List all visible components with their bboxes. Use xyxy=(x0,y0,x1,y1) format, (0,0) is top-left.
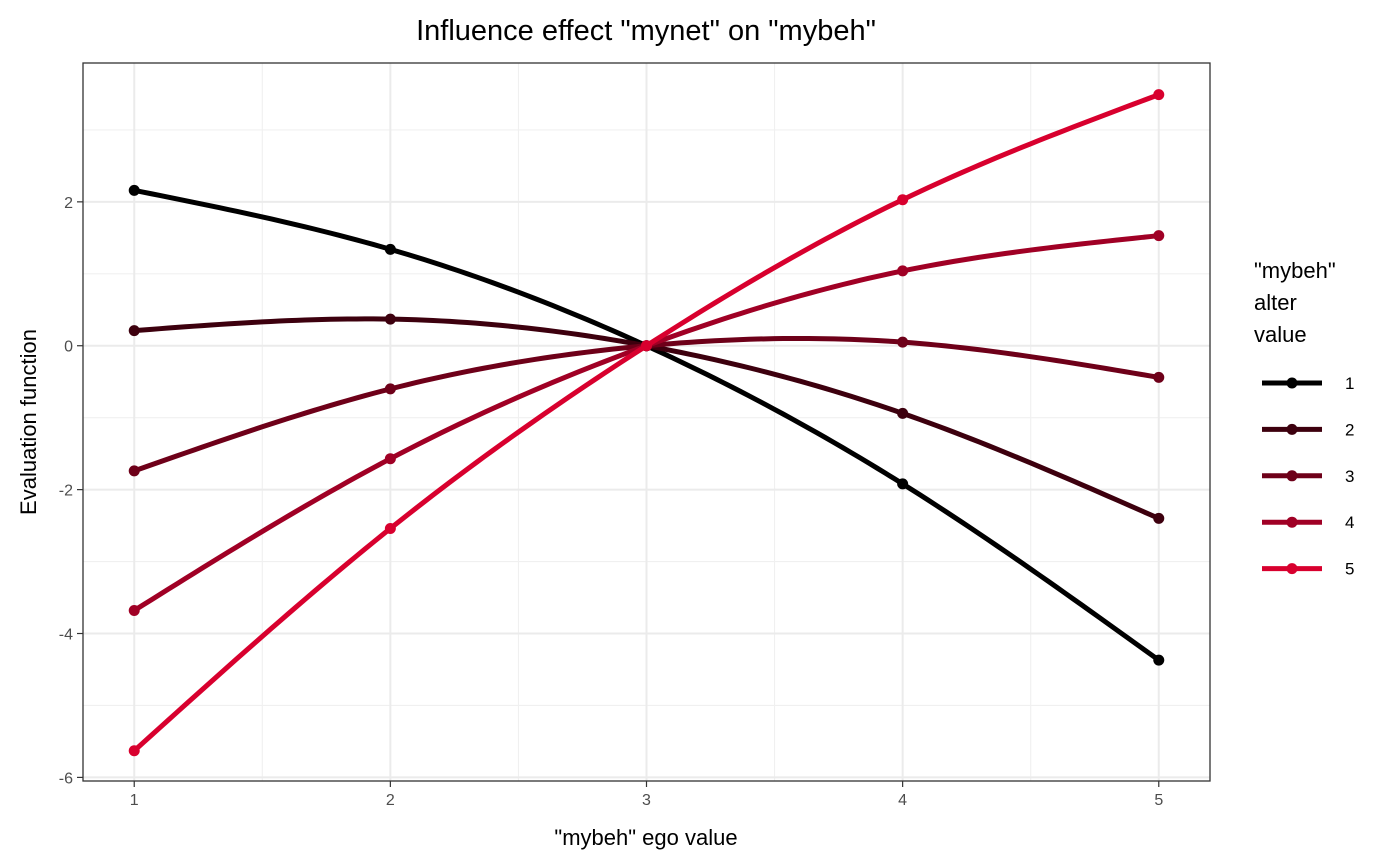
y-tick-label-0: -6 xyxy=(59,770,73,787)
y-axis-title: Evaluation function xyxy=(16,329,41,515)
legend-key-point-2 xyxy=(1286,423,1298,435)
legend-key-point-4 xyxy=(1286,516,1298,528)
data-point-2-2 xyxy=(384,313,396,325)
legend-key-point-1 xyxy=(1286,377,1298,389)
x-axis: 1 2 3 4 5 xyxy=(130,781,1163,809)
legend-label-5: 5 xyxy=(1345,560,1354,579)
y-axis: -6 -4 -2 0 2 xyxy=(59,195,83,787)
legend-key-point-3 xyxy=(1286,470,1298,482)
data-point-4-1 xyxy=(128,604,140,616)
legend-label-2: 2 xyxy=(1345,420,1354,439)
data-point-5-2 xyxy=(384,522,396,534)
data-point-3-5 xyxy=(1153,371,1165,383)
legend-title-line-1: "mybeh" xyxy=(1254,258,1336,283)
legend: "mybeh" alter value 1 2 3 4 5 xyxy=(1254,258,1354,579)
legend-items: 1 2 3 4 5 xyxy=(1262,374,1354,579)
chart-title: Influence effect "mynet" on "mybeh" xyxy=(416,15,876,47)
data-point-2-1 xyxy=(128,325,140,337)
data-point-5-4 xyxy=(897,194,909,206)
series-layer xyxy=(128,89,1165,757)
grid-major xyxy=(83,63,1210,781)
legend-title-line-3: value xyxy=(1254,322,1307,347)
y-tick-label-1: -4 xyxy=(59,627,73,644)
data-point-2-4 xyxy=(897,407,909,419)
data-point-1-4 xyxy=(897,478,909,490)
x-tick-label-2: 3 xyxy=(642,792,651,809)
legend-title-line-2: alter xyxy=(1254,290,1297,315)
data-point-1-5 xyxy=(1153,654,1165,666)
data-point-2-5 xyxy=(1153,512,1165,524)
x-tick-label-4: 5 xyxy=(1154,792,1163,809)
legend-key-point-5 xyxy=(1286,563,1298,575)
data-point-4-4 xyxy=(897,265,909,277)
data-point-3-2 xyxy=(384,383,396,395)
legend-label-3: 3 xyxy=(1345,467,1354,486)
x-tick-label-1: 2 xyxy=(386,792,395,809)
data-point-4-5 xyxy=(1153,230,1165,242)
legend-label-1: 1 xyxy=(1345,374,1354,393)
data-point-5-3 xyxy=(641,340,652,352)
data-point-3-4 xyxy=(897,336,909,348)
x-tick-label-3: 4 xyxy=(898,792,907,809)
data-point-5-5 xyxy=(1153,89,1165,101)
legend-label-4: 4 xyxy=(1345,513,1354,532)
y-tick-label-2: -2 xyxy=(59,483,73,500)
data-point-3-1 xyxy=(128,465,140,477)
x-axis-title: "mybeh" ego value xyxy=(554,825,737,850)
data-point-5-1 xyxy=(128,745,140,757)
data-point-1-1 xyxy=(128,184,140,196)
y-tick-label-3: 0 xyxy=(64,339,73,356)
data-point-1-2 xyxy=(384,243,396,255)
y-tick-label-4: 2 xyxy=(64,195,73,212)
x-tick-label-0: 1 xyxy=(130,792,139,809)
data-point-4-2 xyxy=(384,453,396,465)
